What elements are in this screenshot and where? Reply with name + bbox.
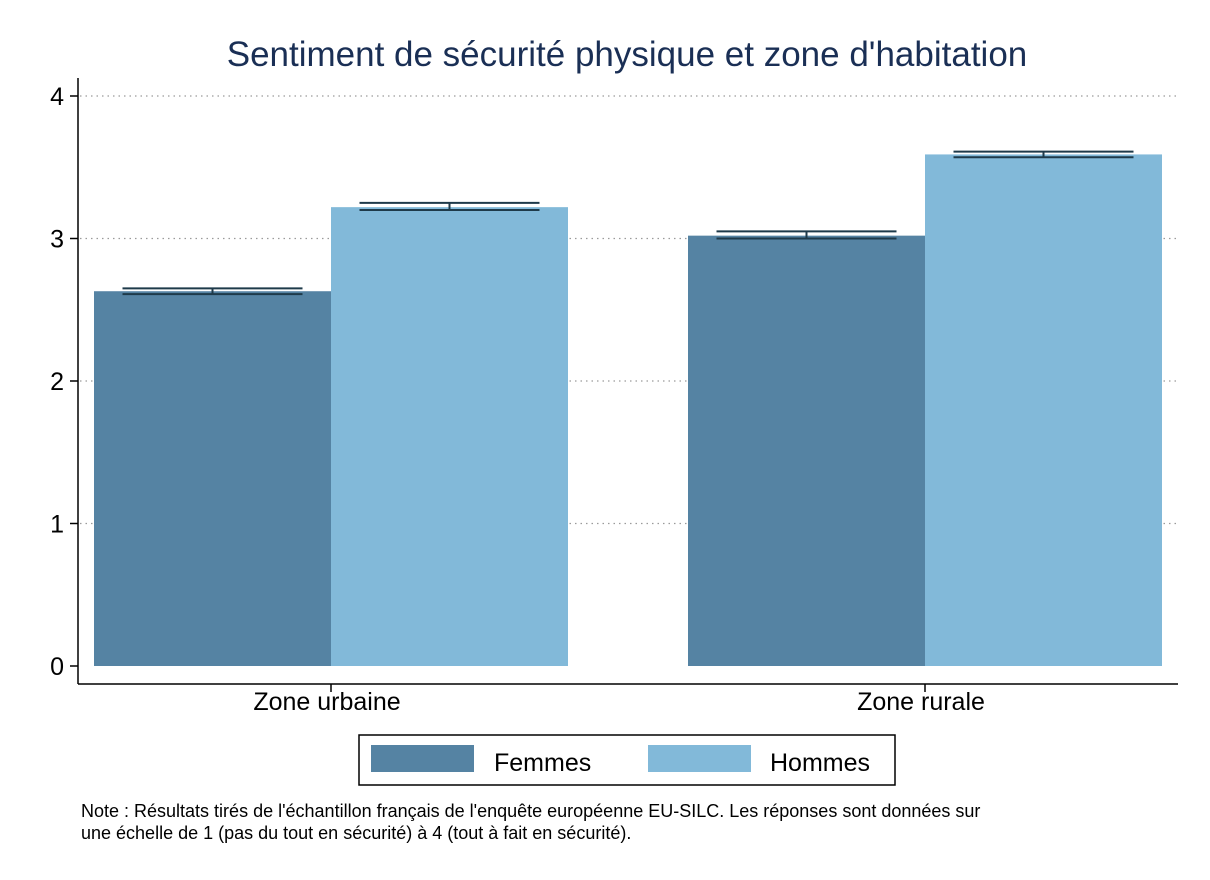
x-category-labels: Zone urbaine Zone rurale xyxy=(253,688,985,716)
legend-label-femmes: Femmes xyxy=(494,749,591,777)
error-bar-hommes-rurale xyxy=(953,150,1134,159)
y-tick-label-3: 3 xyxy=(50,226,64,254)
bar-femmes-urbaine xyxy=(94,291,331,666)
bars xyxy=(94,154,1162,667)
note-line-1: Note : Résultats tirés de l'échantillon … xyxy=(81,801,980,821)
error-bar-femmes-urbaine xyxy=(122,287,303,296)
y-tick-labels: 0 1 2 3 4 xyxy=(50,83,64,681)
error-bar-hommes-urbaine xyxy=(359,201,540,211)
error-bars xyxy=(122,150,1134,296)
axes xyxy=(70,78,1178,692)
y-tick-label-1: 1 xyxy=(50,511,64,539)
legend-label-hommes: Hommes xyxy=(770,749,870,777)
x-category-label-rurale: Zone rurale xyxy=(857,688,985,716)
note: Note : Résultats tirés de l'échantillon … xyxy=(81,801,980,843)
error-bar-femmes-rurale xyxy=(716,230,897,240)
chart-title: Sentiment de sécurité physique et zone d… xyxy=(227,35,1028,74)
legend-swatch-hommes xyxy=(648,745,751,772)
bar-hommes-urbaine xyxy=(331,207,568,666)
note-line-2: une échelle de 1 (pas du tout en sécurit… xyxy=(81,823,631,843)
bar-femmes-rurale xyxy=(688,235,925,666)
legend-swatch-femmes xyxy=(371,745,474,772)
y-tick-label-0: 0 xyxy=(50,653,64,681)
bar-hommes-rurale xyxy=(925,154,1162,667)
y-tick-label-2: 2 xyxy=(50,368,64,396)
x-category-label-urbaine: Zone urbaine xyxy=(253,688,400,716)
legend: Femmes Hommes xyxy=(358,734,896,786)
y-tick-label-4: 4 xyxy=(50,83,64,111)
